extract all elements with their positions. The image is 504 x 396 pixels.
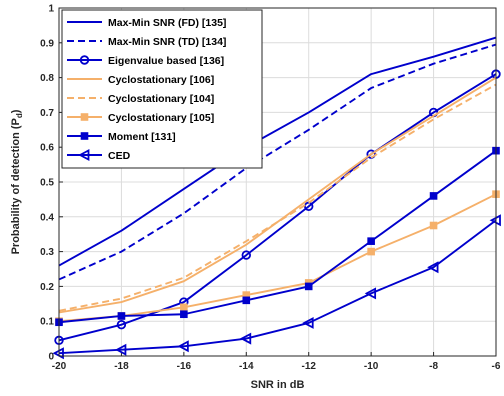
y-tick-label: 0.4 [40, 212, 54, 223]
legend-item: Cyclostationary [106] [67, 74, 214, 86]
data-point-marker [115, 343, 127, 356]
data-point-marker [116, 319, 127, 330]
y-axis-label-end: ) [10, 109, 22, 113]
data-point-marker [180, 303, 188, 312]
legend-item: CED [67, 149, 131, 162]
legend-label: Eigenvalue based [136] [108, 55, 224, 67]
data-point-marker [302, 316, 314, 329]
series-2 [58, 43, 497, 281]
x-tick-label: -14 [239, 361, 254, 372]
legend-marker [79, 55, 90, 65]
data-point-marker [367, 237, 375, 245]
legend-label: Max-Min SNR (TD) [134] [108, 36, 226, 48]
legend-marker [78, 149, 90, 161]
data-point-marker [241, 250, 251, 260]
y-tick-label: 0.7 [40, 108, 54, 119]
legend-label: Moment [131] [108, 131, 176, 143]
y-axis-label-subscript: d [15, 113, 24, 118]
legend-marker [80, 132, 89, 140]
legend-item: Eigenvalue based [136] [67, 55, 224, 67]
x-tick-label: -16 [177, 361, 192, 372]
plot-frame [58, 7, 497, 357]
data-point-marker [367, 247, 375, 256]
y-tick-label: 0 [48, 352, 54, 363]
y-tick-labels: 0 0.1 0.2 0.3 0.4 0.5 0.6 0.7 0.8 0.9 1 [40, 4, 54, 363]
series-5 [58, 83, 497, 312]
legend-label: CED [108, 150, 131, 162]
legend-marker [80, 113, 89, 121]
legend-item: Moment [131] [67, 131, 176, 143]
series-line [58, 83, 497, 312]
x-tick-label: -20 [52, 361, 67, 372]
legend-item: Cyclostationary [104] [67, 93, 214, 105]
x-axis-label: SNR in dB [251, 379, 305, 391]
x-tick-label: -6 [492, 361, 501, 372]
series-1 [58, 36, 497, 267]
series-line [58, 219, 497, 355]
series-line [58, 193, 497, 323]
legend: Max-Min SNR (FD) [135] Max-Min SNR (TD) [… [61, 9, 263, 169]
data-point-marker [177, 340, 189, 353]
data-point-marker [242, 296, 251, 305]
y-tick-label: 0.1 [40, 317, 54, 328]
series-line [58, 36, 497, 267]
x-tick-label: -10 [364, 361, 379, 372]
series-group [52, 36, 501, 360]
data-point-marker [180, 310, 188, 319]
data-point-marker [304, 282, 313, 291]
x-tick-label: -8 [429, 361, 438, 372]
legend-label: Cyclostationary [106] [108, 74, 214, 86]
legend-item: Cyclostationary [105] [67, 112, 214, 124]
y-tick-label: 0.9 [40, 38, 54, 49]
y-tick-label: 0.8 [40, 73, 54, 84]
legend-label: Max-Min SNR (FD) [135] [108, 17, 226, 29]
data-point-marker [239, 332, 252, 345]
y-axis-label: Probability of detection (Pd) [10, 109, 24, 254]
series-line [58, 149, 497, 324]
series-line [58, 76, 497, 314]
series-4 [58, 76, 497, 314]
legend-item: Max-Min SNR (TD) [134] [67, 36, 226, 48]
series-line [58, 43, 497, 281]
y-tick-label: 0.2 [40, 282, 54, 293]
data-point-marker [427, 261, 439, 274]
y-tick-label: 1 [48, 4, 54, 15]
data-point-marker [366, 149, 376, 159]
data-point-marker [429, 192, 438, 200]
x-tick-label: -18 [114, 361, 129, 372]
y-tick-label: 0.3 [40, 247, 54, 258]
data-point-marker [429, 221, 438, 230]
legend-box [61, 9, 263, 169]
legend-label: Cyclostationary [104] [108, 93, 214, 105]
x-tick-labels: -20 -18 -16 -14 -12 -10 -8 -6 [52, 361, 501, 372]
y-tick-label: 0.6 [40, 143, 54, 154]
legend-label: Cyclostationary [105] [108, 112, 214, 124]
x-tick-label: -12 [301, 361, 316, 372]
legend-item: Max-Min SNR (FD) [135] [67, 17, 226, 29]
y-tick-label: 0.5 [40, 178, 54, 189]
series-line [58, 73, 497, 342]
data-point-marker [117, 312, 126, 320]
data-point-marker [364, 287, 377, 300]
y-axis-label-main: Probability of detection (P [10, 118, 22, 254]
